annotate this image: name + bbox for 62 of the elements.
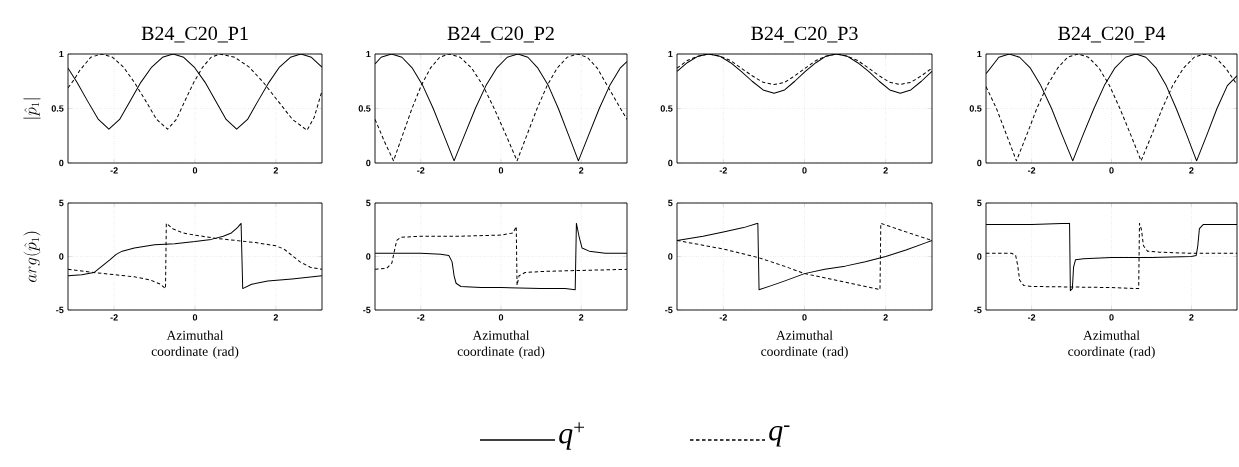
x-axis-title: Azimuthal coordinate (rad) bbox=[151, 330, 239, 359]
y-tick-label: 0 bbox=[59, 253, 64, 260]
chart-title: B24_C20_P1 bbox=[141, 26, 248, 43]
y-tick-label: 0 bbox=[366, 253, 371, 260]
x-tick-label: -2 bbox=[1027, 314, 1036, 321]
x-tick-label: -2 bbox=[719, 167, 727, 174]
x-tick-label: -2 bbox=[719, 314, 727, 321]
y-tick-label: 5 bbox=[59, 199, 64, 207]
x-tick-label: 2 bbox=[1189, 314, 1194, 321]
y-tick-label: 0 bbox=[59, 159, 64, 167]
x-axis-title: Azimuthal coordinate (rad) bbox=[761, 330, 848, 359]
x-tick-label: 2 bbox=[579, 167, 584, 174]
y-tick-label: 0.5 bbox=[51, 105, 64, 112]
legend-label: q$^{-}$ bbox=[769, 425, 790, 447]
x-tick-label: 0 bbox=[1109, 167, 1114, 174]
x-tick-label: 0 bbox=[192, 314, 198, 321]
x-tick-label: -2 bbox=[417, 167, 425, 174]
y-tick-label: 0 bbox=[977, 159, 982, 167]
chart-title: B24_C20_P3 bbox=[751, 26, 858, 43]
y-tick-label: 0 bbox=[366, 159, 371, 167]
y-axis-title: $|\hat{p}_1|$ bbox=[23, 98, 41, 119]
y-tick-label: 5 bbox=[366, 199, 371, 207]
y-tick-label: -5 bbox=[665, 306, 673, 314]
y-tick-label: 0 bbox=[668, 159, 673, 167]
y-axis-title: $arg(\hat{p}_1)$ bbox=[23, 231, 41, 283]
x-tick-label: -2 bbox=[110, 167, 118, 174]
y-tick-label: 0 bbox=[977, 253, 982, 260]
y-tick-label: 0.5 bbox=[660, 105, 673, 112]
x-tick-label: 0 bbox=[802, 167, 807, 174]
x-tick-label: 2 bbox=[579, 314, 584, 321]
y-tick-label: -5 bbox=[56, 306, 64, 314]
y-tick-label: 1 bbox=[668, 50, 673, 58]
y-tick-label: 1 bbox=[977, 50, 982, 58]
x-axis-title: Azimuthal coordinate (rad) bbox=[1068, 330, 1155, 359]
x-tick-label: -2 bbox=[110, 314, 118, 321]
x-tick-label: 2 bbox=[883, 167, 888, 174]
x-tick-label: 2 bbox=[883, 314, 888, 321]
chart-title: B24_C20_P4 bbox=[1058, 26, 1166, 43]
x-tick-label: -2 bbox=[1027, 167, 1036, 174]
line-series bbox=[375, 54, 627, 162]
y-tick-label: -5 bbox=[974, 306, 982, 314]
x-tick-label: 0 bbox=[498, 167, 504, 174]
y-tick-label: -5 bbox=[363, 306, 371, 314]
y-tick-label: 1 bbox=[366, 50, 371, 58]
x-tick-label: 2 bbox=[273, 314, 278, 321]
x-tick-label: -2 bbox=[417, 314, 425, 321]
y-tick-label: 0 bbox=[668, 253, 673, 260]
x-tick-label: 2 bbox=[273, 167, 278, 174]
x-tick-label: 0 bbox=[192, 167, 198, 174]
chart-title: B24_C20_P2 bbox=[447, 26, 554, 43]
legend-label: q$^{+}$ bbox=[559, 422, 585, 450]
y-tick-label: 1 bbox=[59, 50, 64, 58]
y-tick-label: 0.5 bbox=[969, 105, 982, 112]
x-tick-label: 0 bbox=[498, 314, 504, 321]
x-tick-label: 0 bbox=[1109, 314, 1114, 321]
x-tick-label: 2 bbox=[1189, 167, 1194, 174]
x-tick-label: 0 bbox=[802, 314, 807, 321]
y-tick-label: 5 bbox=[668, 199, 673, 207]
y-tick-label: 0.5 bbox=[358, 105, 371, 112]
y-tick-label: 5 bbox=[977, 199, 982, 207]
line-series bbox=[986, 54, 1238, 162]
x-axis-title: Azimuthal coordinate (rad) bbox=[457, 330, 545, 359]
